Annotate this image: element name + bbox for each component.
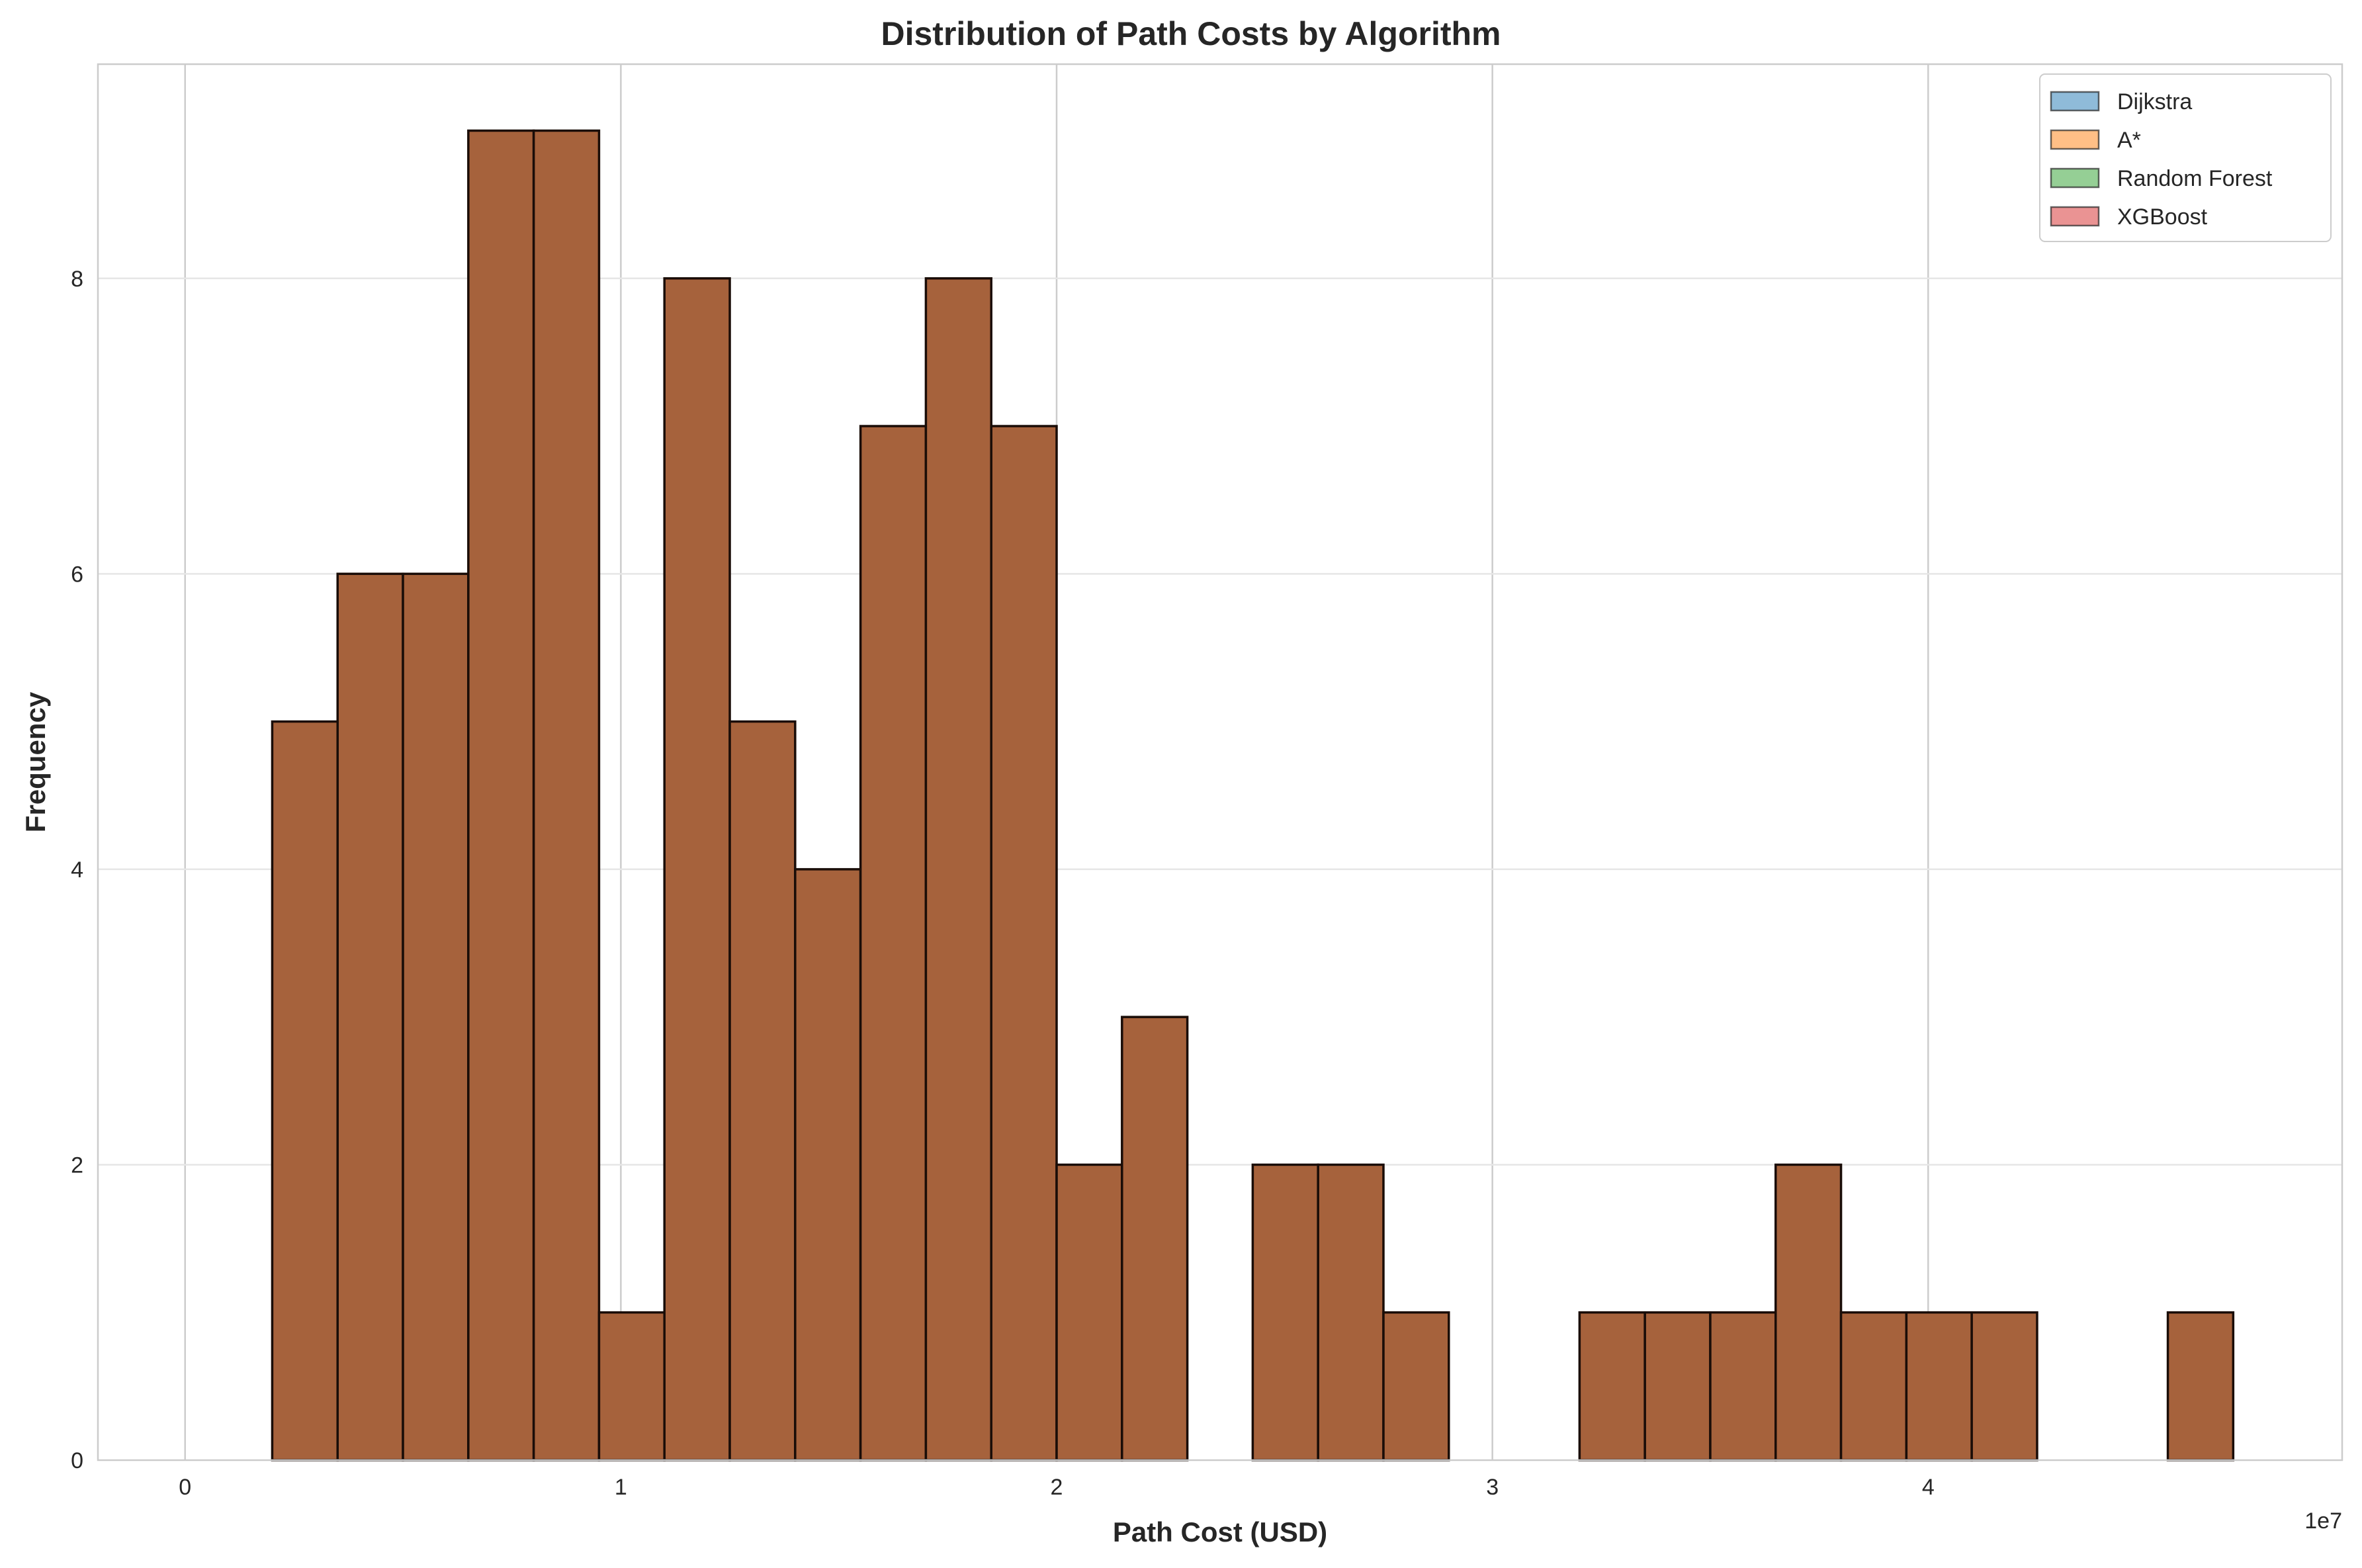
histogram-bar xyxy=(1709,1311,1777,1461)
histogram-bar xyxy=(1774,1163,1843,1461)
legend-items: Dijkstra A* Random Forest XGBoost xyxy=(2050,89,2273,230)
x-tick-label: 2 xyxy=(1051,1475,1063,1500)
y-tick-label: 2 xyxy=(71,1153,83,1178)
x-axis-offset-label: 1e7 xyxy=(2304,1508,2342,1534)
histogram-bar xyxy=(1382,1311,1450,1461)
histogram-bar xyxy=(2166,1311,2235,1461)
plot-area: 0 1 2 3 4 0 2 4 6 8 xyxy=(71,63,2343,1500)
histogram-bar xyxy=(597,1311,666,1461)
histogram-bar xyxy=(1055,1163,1123,1461)
histogram-bar xyxy=(728,720,797,1461)
histogram-bar xyxy=(1970,1311,2038,1461)
histogram-bar xyxy=(532,129,601,1461)
x-tick-label: 1 xyxy=(615,1475,627,1500)
y-tick-labels: 0 2 4 6 8 xyxy=(71,267,83,1473)
histogram-bar xyxy=(663,277,731,1461)
histogram-bar xyxy=(1578,1311,1646,1461)
legend: Dijkstra A* Random Forest XGBoost xyxy=(2039,73,2332,242)
legend-swatch xyxy=(2050,129,2100,150)
histogram-bar xyxy=(1317,1163,1385,1461)
chart-title: Distribution of Path Costs by Algorithm xyxy=(881,15,1501,52)
histogram-bar xyxy=(924,277,992,1461)
legend-label: A* xyxy=(2117,128,2141,153)
y-tick-label: 0 xyxy=(71,1448,83,1473)
y-tick-label: 6 xyxy=(71,562,83,587)
histogram-bar xyxy=(271,720,339,1461)
x-tick-label: 0 xyxy=(179,1475,191,1500)
legend-label: Random Forest xyxy=(2117,166,2273,191)
histogram-bar xyxy=(336,572,404,1461)
histogram-bar xyxy=(1251,1163,1319,1461)
legend-label: XGBoost xyxy=(2117,204,2208,230)
legend-swatch xyxy=(2050,206,2100,227)
y-tick-label: 8 xyxy=(71,267,83,292)
y-axis-label: Frequency xyxy=(20,691,51,832)
legend-label: Dijkstra xyxy=(2117,89,2192,114)
x-tick-label: 3 xyxy=(1486,1475,1499,1500)
legend-swatch xyxy=(2050,91,2100,112)
x-axis-label: Path Cost (USD) xyxy=(1113,1516,1327,1547)
histogram-bar xyxy=(402,572,470,1461)
histogram-bars xyxy=(271,129,2235,1461)
legend-box xyxy=(2039,73,2332,242)
histogram-bar xyxy=(1905,1311,1973,1461)
histogram-bar xyxy=(1643,1311,1712,1461)
legend-swatch xyxy=(2050,167,2100,189)
y-tick-label: 4 xyxy=(71,857,83,883)
x-tick-label: 4 xyxy=(1922,1475,1935,1500)
plot-frame xyxy=(97,63,2343,1461)
histogram-bar xyxy=(467,129,535,1461)
histogram-bar xyxy=(794,868,862,1461)
histogram-bar xyxy=(990,425,1058,1461)
histogram-bar xyxy=(859,425,928,1461)
histogram-bar xyxy=(1839,1311,1908,1461)
histogram-bar xyxy=(1121,1016,1189,1461)
x-tick-labels: 0 1 2 3 4 xyxy=(179,1475,1934,1500)
